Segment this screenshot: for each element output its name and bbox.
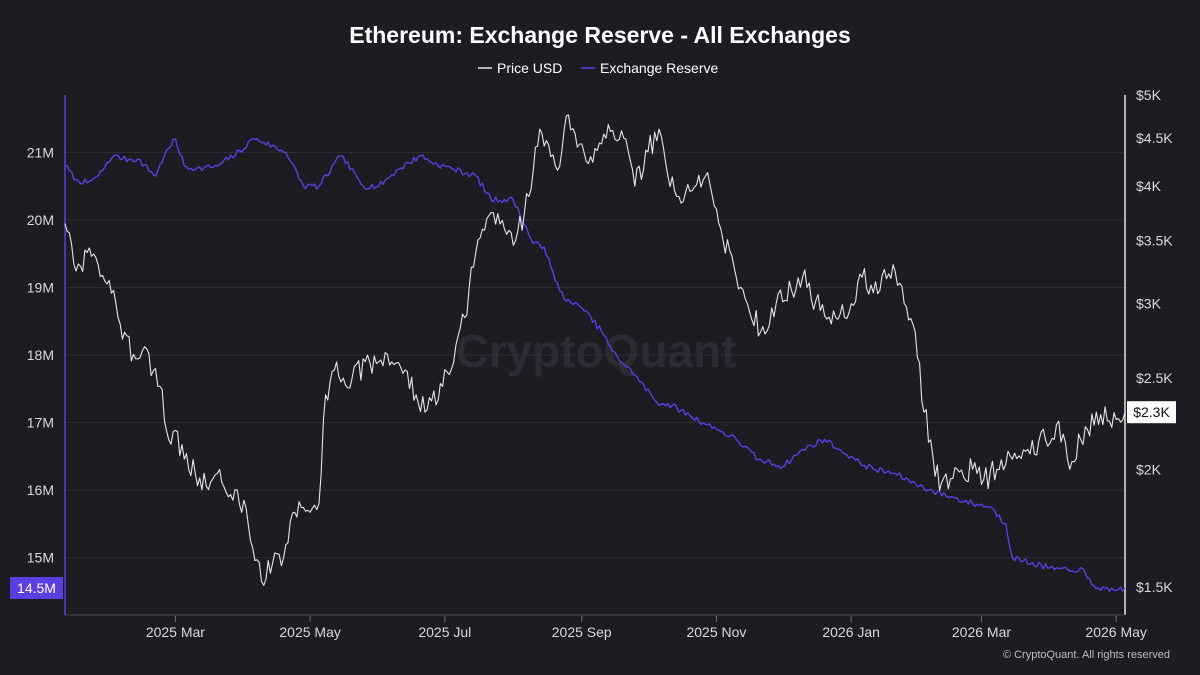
right-tick-label: $2K <box>1136 461 1162 477</box>
x-tick-label: 2026 Jan <box>822 624 880 640</box>
watermark: CryptoQuant <box>455 325 736 377</box>
right-tick-label: $5K <box>1136 87 1162 103</box>
x-tick-label: 2026 Mar <box>952 624 1011 640</box>
left-tick-label: 15M <box>27 550 54 566</box>
x-tick-label: 2026 May <box>1085 624 1146 640</box>
x-tick-label: 2025 Mar <box>146 624 205 640</box>
left-tick-label: 18M <box>27 347 54 363</box>
grid <box>65 151 1125 559</box>
left-tick-label: 16M <box>27 482 54 498</box>
right-tick-label: $2.5K <box>1136 370 1173 386</box>
left-tick-label: 17M <box>27 415 54 431</box>
badge-reserve-current-label: 14.5M <box>17 580 56 596</box>
chart-title: Ethereum: Exchange Reserve - All Exchang… <box>349 22 851 48</box>
left-tick-label: 20M <box>27 212 54 228</box>
x-tick-label: 2025 Nov <box>686 624 746 640</box>
right-tick-label: $1.5K <box>1136 579 1173 595</box>
legend-label-reserve[interactable]: Exchange Reserve <box>600 60 719 76</box>
series-line-exchange-reserve <box>64 138 1126 593</box>
x-tick-label: 2025 Sep <box>552 624 612 640</box>
series-line-price-usd <box>64 114 1126 586</box>
current-value-badges: 14.5M $2.3K <box>10 401 1176 599</box>
badge-price-current <box>1127 401 1176 424</box>
badge-reserve-current <box>10 576 63 599</box>
series-layer <box>64 114 1126 593</box>
right-tick-label: $3.5K <box>1136 233 1173 249</box>
right-tick-label: $4K <box>1136 178 1162 194</box>
left-tick-label: 19M <box>27 279 54 295</box>
x-tick-label: 2025 Jul <box>418 624 471 640</box>
x-tick-label: 2025 May <box>279 624 340 640</box>
right-tick-label: $4.5K <box>1136 130 1173 146</box>
left-tick-label: 21M <box>27 144 54 160</box>
badge-price-current-label: $2.3K <box>1133 404 1170 420</box>
right-tick-label: $3K <box>1136 296 1162 312</box>
axes: 21M 20M 19M 18M 17M 16M 15M $5K $4.5K $4K $3.5K $3K… <box>27 87 1173 640</box>
legend[interactable]: Price USD Exchange Reserve <box>478 60 719 76</box>
copyright-credit: © CryptoQuant. All rights reserved <box>1003 649 1170 661</box>
legend-label-price[interactable]: Price USD <box>497 60 562 76</box>
